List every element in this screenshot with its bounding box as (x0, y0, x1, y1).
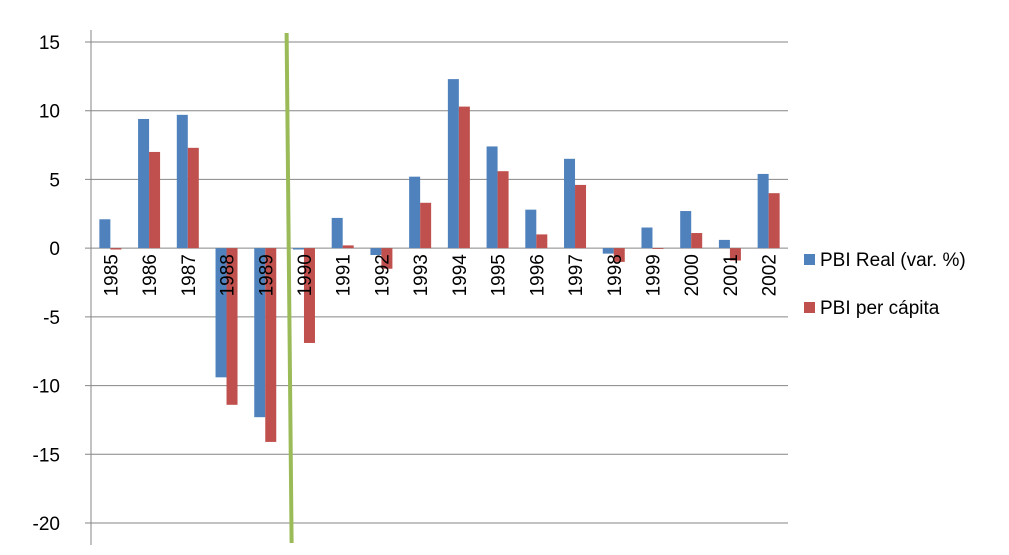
reference-line-layer (284, 32, 294, 544)
x-tick-label: 1993 (411, 254, 432, 296)
y-tick-label: 5 (49, 170, 60, 191)
x-tick-label: 1999 (643, 254, 664, 296)
bar-real-1991 (331, 217, 343, 249)
legend-swatch-real (804, 254, 815, 265)
bar-real-1993 (409, 176, 421, 249)
legend-label-real: PBI Real (var. %) (820, 250, 966, 271)
bar-per-capita-1993 (420, 202, 432, 249)
x-tick-label: 2001 (721, 254, 742, 296)
x-tick-label: 1996 (527, 254, 548, 296)
bar-per-capita-1999 (652, 248, 664, 249)
x-tick-label: 2000 (682, 254, 703, 296)
x-tick-label: 1992 (372, 254, 393, 296)
bars (99, 79, 780, 442)
bar-per-capita-1989 (265, 248, 277, 442)
y-tick-label: 0 (49, 239, 60, 260)
bar-real-1987 (176, 114, 188, 249)
x-tick-label: 1985 (101, 254, 122, 296)
bar-per-capita-1985 (110, 248, 122, 250)
y-tick-label: 15 (39, 33, 60, 54)
x-tick-label: 1998 (605, 254, 626, 296)
bar-per-capita-1991 (342, 245, 354, 249)
bar-per-capita-1998 (613, 248, 625, 262)
y-tick-label: -10 (33, 377, 60, 398)
bar-per-capita-1990 (303, 248, 315, 343)
x-tick-labels: 1985 1986 1987 1988 1989 1990 1991 1992 1993 1994… (101, 254, 780, 297)
bar-real-1985 (99, 219, 111, 249)
bar-real-1988 (215, 248, 227, 378)
bar-real-1989 (254, 248, 266, 418)
x-tick-label: 1989 (256, 254, 277, 296)
legend-item-per-capita: PBI per cápita (804, 298, 940, 319)
x-tick-label: 1986 (140, 254, 161, 296)
reference-line (284, 32, 294, 544)
bar-real-1999 (641, 227, 653, 249)
bar-per-capita-1987 (187, 147, 199, 249)
bar-real-1996 (525, 209, 537, 249)
bar-real-2001 (718, 239, 730, 249)
bar-real-2002 (757, 173, 769, 249)
y-tick-labels: 15 10 5 0 -5 -10 -15 -20 (33, 33, 60, 535)
bar-real-1998 (602, 248, 614, 254)
legend-swatch-per-capita (804, 302, 815, 313)
bar-real-2000 (680, 211, 692, 249)
legend-item-real: PBI Real (var. %) (804, 250, 966, 271)
bar-per-capita-1996 (536, 234, 548, 249)
x-tick-label: 1988 (218, 254, 239, 296)
bar-per-capita-1997 (575, 184, 587, 249)
bar-real-1990 (292, 248, 304, 250)
x-tick-label: 1997 (566, 254, 587, 296)
legend: PBI Real (var. %) PBI per cápita (804, 250, 966, 319)
bar-real-1997 (564, 158, 576, 249)
bar-real-1994 (447, 79, 459, 249)
x-tick-label: 1995 (489, 254, 510, 296)
x-tick-label: 1991 (334, 254, 355, 296)
bar-per-capita-1992 (381, 248, 393, 269)
x-tick-label: 1987 (179, 254, 200, 296)
bar-real-1992 (370, 248, 382, 256)
y-tick-label: -20 (33, 514, 60, 535)
y-tick-label: -5 (43, 308, 60, 329)
bar-per-capita-2002 (768, 193, 780, 249)
bar-per-capita-2001 (729, 248, 741, 261)
bar-real-1986 (138, 118, 150, 249)
legend-label-per-capita: PBI per cápita (820, 298, 940, 319)
gridlines (85, 41, 788, 524)
bar-per-capita-1994 (458, 106, 470, 249)
bar-per-capita-1988 (226, 248, 238, 405)
x-tick-label: 1994 (450, 254, 471, 297)
bar-per-capita-1986 (149, 151, 161, 249)
y-tick-label: 10 (39, 102, 60, 123)
x-tick-label: 1990 (295, 254, 316, 296)
bar-real-1995 (486, 146, 498, 249)
bar-per-capita-1995 (497, 171, 509, 249)
y-tick-label: -15 (33, 445, 60, 466)
bar-per-capita-2000 (691, 233, 703, 249)
x-tick-label: 2002 (760, 254, 781, 296)
